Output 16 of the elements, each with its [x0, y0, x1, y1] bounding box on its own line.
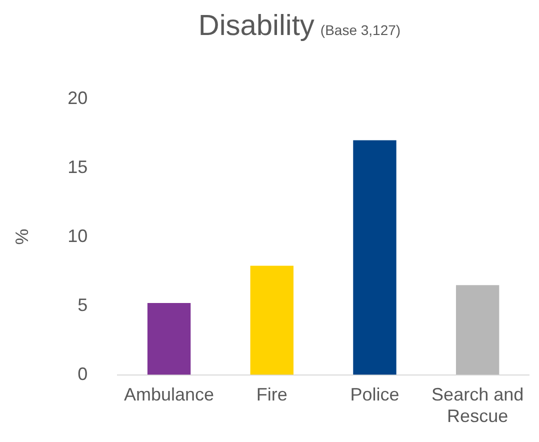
y-axis-title: % — [12, 228, 32, 245]
x-tick-label: Ambulance — [124, 384, 214, 405]
y-tick-label: 5 — [78, 294, 88, 315]
x-tick-label: Fire — [256, 384, 288, 405]
y-tick-label: 15 — [68, 156, 88, 177]
y-tick-label: 20 — [68, 88, 88, 108]
x-tick-label: Search and Rescue — [432, 384, 524, 426]
x-tick-label: Police — [350, 384, 400, 405]
y-tick-label: 10 — [68, 226, 88, 246]
y-tick-label: 0 — [78, 364, 88, 384]
chart-title: Disability — [198, 10, 314, 42]
bar — [250, 266, 294, 375]
chart-subtitle: (Base 3,127) — [320, 22, 401, 38]
bar — [456, 285, 500, 375]
bar — [353, 140, 396, 375]
bar — [147, 303, 191, 375]
